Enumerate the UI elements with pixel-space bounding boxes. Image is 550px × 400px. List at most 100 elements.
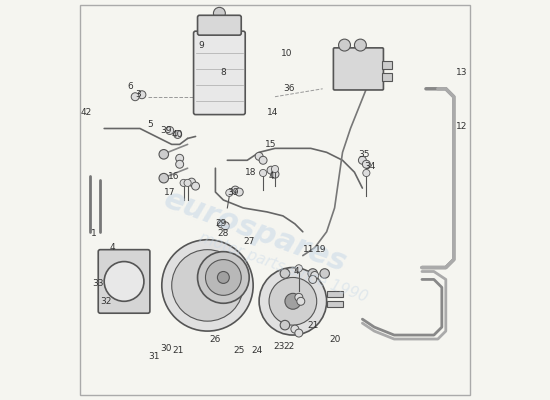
Text: 10: 10 (281, 48, 293, 58)
Text: 19: 19 (315, 245, 327, 254)
Text: eurospares: eurospares (160, 185, 351, 278)
Text: 29: 29 (216, 219, 227, 228)
Circle shape (138, 91, 146, 99)
Text: 21: 21 (307, 321, 318, 330)
Circle shape (359, 156, 366, 164)
Circle shape (280, 320, 290, 330)
Text: 1: 1 (91, 229, 97, 238)
Text: 3: 3 (135, 90, 141, 99)
Circle shape (260, 170, 267, 176)
FancyBboxPatch shape (194, 31, 245, 114)
Circle shape (295, 265, 303, 272)
FancyBboxPatch shape (333, 48, 383, 90)
Circle shape (226, 189, 233, 196)
Text: motor parts since 1990: motor parts since 1990 (196, 230, 369, 305)
Circle shape (255, 152, 263, 160)
Circle shape (363, 170, 370, 176)
FancyBboxPatch shape (197, 15, 241, 35)
Bar (382, 73, 392, 81)
Circle shape (166, 126, 174, 134)
Text: 12: 12 (456, 122, 468, 131)
Text: 21: 21 (172, 346, 183, 356)
Text: 40: 40 (172, 130, 183, 139)
Circle shape (159, 150, 168, 159)
Text: 4: 4 (109, 243, 115, 252)
Text: 9: 9 (199, 40, 205, 50)
Circle shape (295, 293, 303, 301)
Circle shape (159, 173, 168, 183)
Circle shape (104, 262, 144, 301)
Circle shape (162, 240, 253, 331)
Text: 33: 33 (92, 279, 104, 288)
Circle shape (172, 250, 243, 321)
Text: 15: 15 (265, 140, 277, 149)
Circle shape (339, 39, 350, 51)
Circle shape (291, 325, 299, 333)
Circle shape (309, 276, 317, 284)
Text: 17: 17 (164, 188, 175, 196)
Circle shape (217, 220, 225, 228)
Bar (327, 301, 343, 307)
Circle shape (259, 268, 327, 335)
Text: 27: 27 (244, 237, 255, 246)
Circle shape (354, 39, 366, 51)
Text: 11: 11 (303, 245, 315, 254)
Bar (327, 291, 343, 297)
Text: 23: 23 (273, 342, 285, 352)
Text: 14: 14 (267, 108, 279, 117)
Text: 13: 13 (456, 68, 468, 77)
Circle shape (259, 156, 267, 164)
Text: 39: 39 (160, 126, 172, 135)
Circle shape (217, 272, 229, 284)
Circle shape (213, 7, 226, 19)
Circle shape (295, 329, 303, 337)
Circle shape (311, 272, 318, 280)
Text: 8: 8 (221, 68, 226, 77)
Circle shape (269, 278, 317, 325)
Text: 20: 20 (329, 334, 340, 344)
Circle shape (285, 293, 301, 309)
Text: 31: 31 (148, 352, 160, 362)
Circle shape (280, 269, 290, 278)
Text: 34: 34 (365, 162, 376, 171)
Circle shape (308, 269, 317, 278)
Text: 16: 16 (168, 172, 179, 181)
Circle shape (271, 170, 279, 178)
Circle shape (197, 252, 249, 303)
Circle shape (174, 130, 182, 138)
Circle shape (206, 260, 241, 295)
Circle shape (232, 186, 239, 194)
Text: 4: 4 (268, 172, 274, 181)
Text: 30: 30 (160, 344, 172, 354)
Circle shape (188, 178, 196, 186)
Text: 36: 36 (283, 84, 295, 93)
Circle shape (362, 160, 370, 168)
Text: 42: 42 (81, 108, 92, 117)
Circle shape (175, 160, 184, 168)
Circle shape (191, 182, 200, 190)
Circle shape (131, 93, 139, 101)
Text: 6: 6 (127, 82, 133, 91)
Text: 32: 32 (101, 297, 112, 306)
Text: 35: 35 (359, 150, 370, 159)
Text: 26: 26 (210, 334, 221, 344)
Text: 18: 18 (245, 168, 257, 177)
Circle shape (320, 269, 329, 278)
Text: 28: 28 (218, 229, 229, 238)
Text: 39: 39 (228, 188, 239, 196)
FancyBboxPatch shape (98, 250, 150, 313)
Circle shape (271, 166, 278, 172)
Circle shape (180, 179, 187, 186)
Circle shape (267, 166, 275, 174)
Bar (382, 61, 392, 69)
Text: 22: 22 (283, 342, 295, 352)
Circle shape (221, 222, 229, 230)
Circle shape (235, 188, 243, 196)
Text: 5: 5 (147, 120, 153, 129)
Text: 25: 25 (234, 346, 245, 356)
Text: 4: 4 (294, 267, 300, 276)
Text: 24: 24 (251, 346, 263, 356)
Circle shape (184, 179, 191, 186)
Circle shape (297, 297, 305, 305)
Circle shape (175, 154, 184, 162)
